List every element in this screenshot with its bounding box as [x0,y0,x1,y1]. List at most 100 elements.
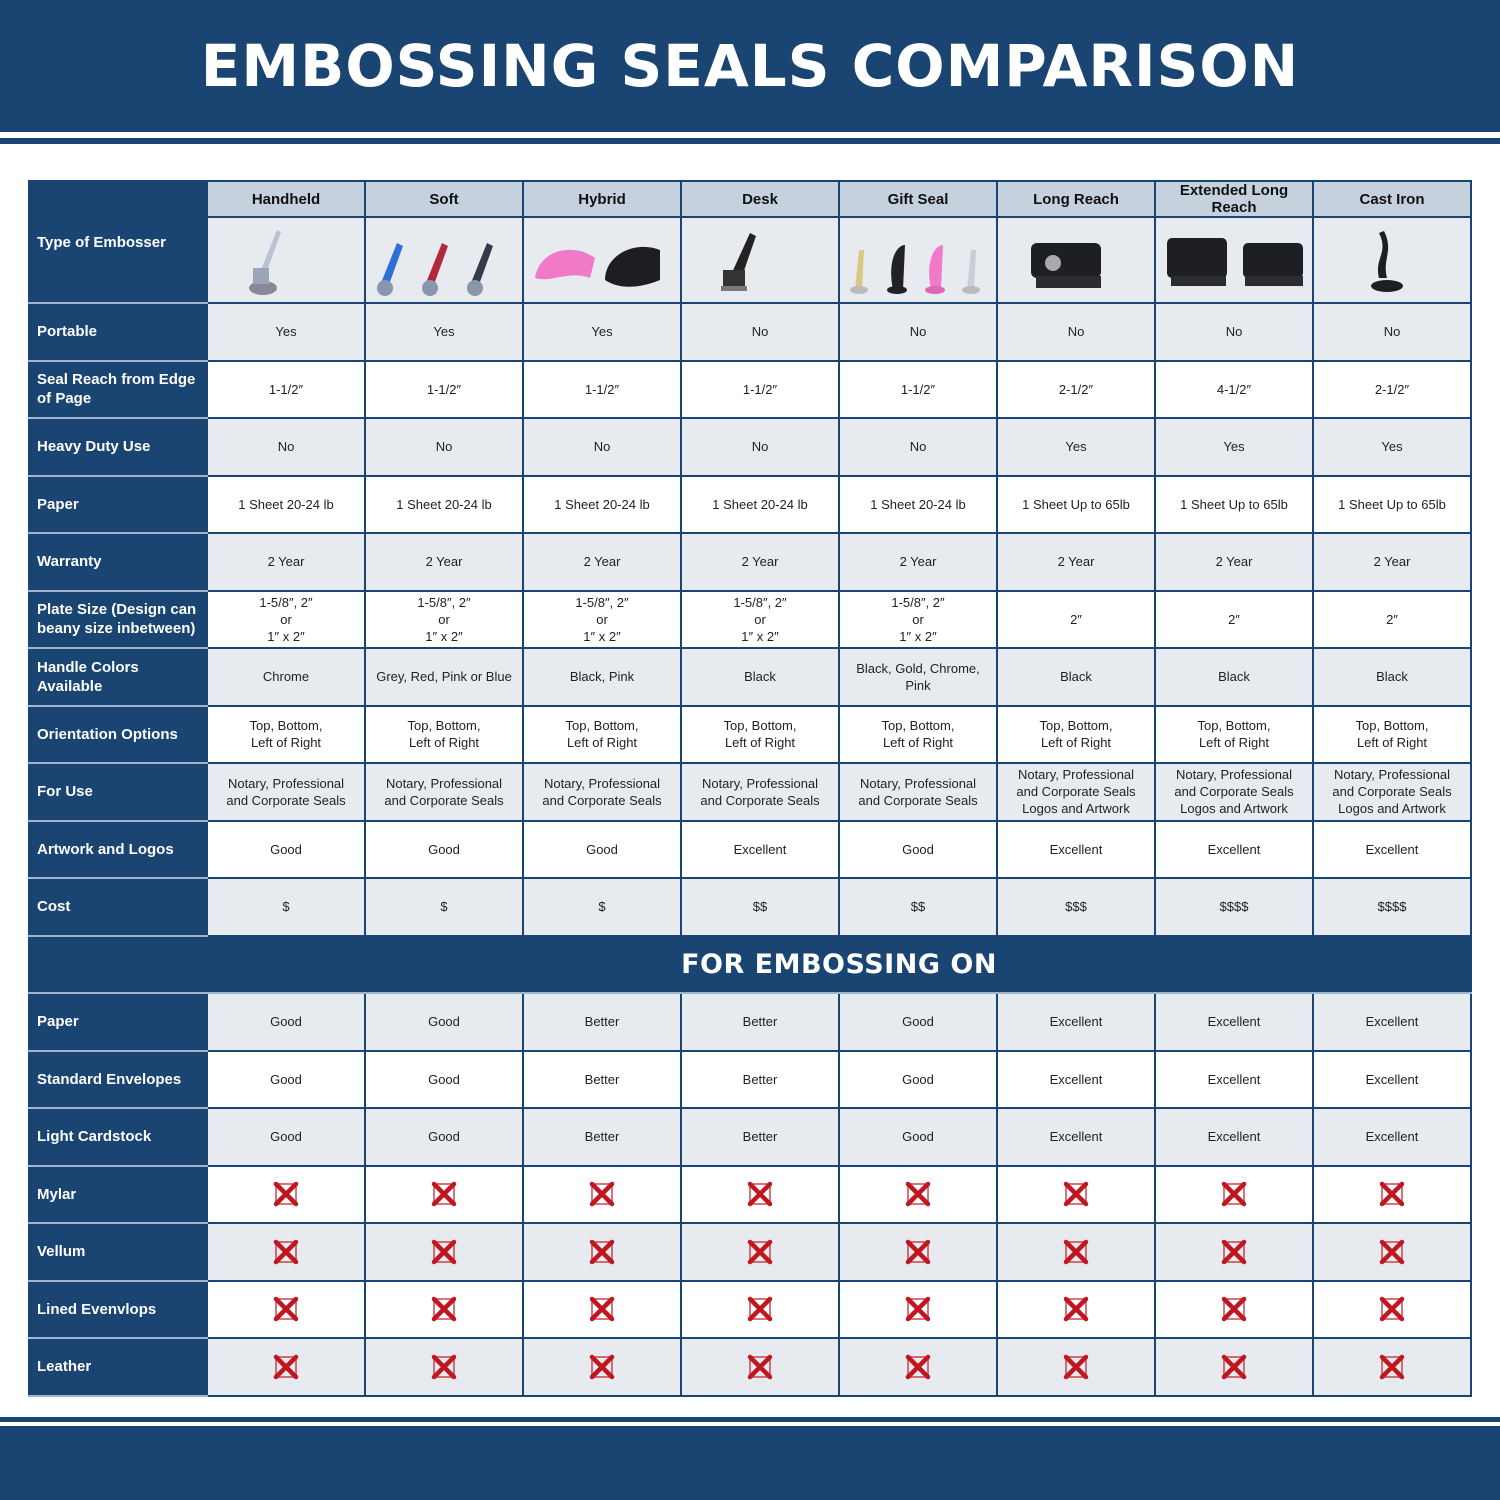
cell-value: Excellent [1049,1014,1103,1030]
row-label: Leather [28,1337,208,1397]
table-cell: Excellent [1154,992,1314,1052]
cell-value: 1-1/2″ [900,381,936,397]
section-title: FOR EMBOSSING ON [206,934,1472,994]
table-cell: Yes [1312,417,1472,477]
table-cell: No [206,417,366,477]
cell-not-supported [1154,1164,1314,1224]
table-cell: 2-1/2″ [1312,359,1472,419]
cell-value: Notary, Professional and Corporate Seals [542,775,662,808]
cell-value: No [751,324,769,340]
cell-value: Notary, Professional and Corporate Seals [858,775,978,808]
table-cell: $$$$ [1154,877,1314,937]
divider [0,138,1500,144]
cell-value: Yes [1065,439,1087,455]
table-cell: Yes [1154,417,1314,477]
cell-not-supported [1312,1164,1472,1224]
x-mark-icon [747,1354,773,1379]
cell-not-supported [364,1164,524,1224]
cell-value: 1-1/2″ [268,381,304,397]
row-label: Standard Envelopes [28,1049,208,1109]
cell-value: Chrome [262,669,310,685]
cell-not-supported [1154,1337,1314,1397]
cell-value: Black [1218,669,1250,685]
cell-value: Better [742,1129,778,1145]
x-mark-icon [905,1297,931,1322]
table-cell: 1-1/2″ [838,359,998,419]
table-cell: 1-1/2″ [206,359,366,419]
table-cell: $$ [838,877,998,937]
table-row: Seal Reach from Edge of Page 1-1/2″ 1-1/2″… [28,359,1472,419]
cell-value: 2″ [1386,611,1398,627]
gold-black-pink-chrome-gift-seals-icon [850,245,980,294]
x-mark-icon [747,1239,773,1264]
cell-not-supported [1312,1222,1472,1282]
table-cell: Notary, Professional and Corporate Seals [206,762,366,822]
cell-value: Top, Bottom, Left of Right [1197,718,1271,751]
table-cell: Good [206,1107,366,1167]
table-cell: Notary, Professional and Corporate Seals [364,762,524,822]
table-cell: 2 Year [1312,532,1472,592]
column-header: Extended Long Reach [1154,180,1314,218]
embosser-image [1154,216,1314,304]
cell-value: Good [902,1129,934,1145]
cell-not-supported [1312,1337,1472,1397]
table-cell: No [522,417,682,477]
cell-value: Good [902,1014,934,1030]
x-mark-icon [431,1239,457,1264]
table-cell: 1-5/8″, 2″ or 1″ x 2″ [680,589,840,649]
x-mark-icon [1063,1239,1089,1264]
table-cell: Good [206,819,366,879]
table-cell: Excellent [1312,1049,1472,1109]
table-cell: 1 Sheet 20-24 lb [522,474,682,534]
cell-value: Excellent [1365,1014,1419,1030]
x-mark-icon [1379,1297,1405,1322]
cell-value: Excellent [1207,1129,1261,1145]
cell-value: $$$ [1065,899,1087,915]
table-cell: No [1154,302,1314,362]
cell-value: $ [440,899,448,915]
cell-value: Good [270,1071,302,1087]
table-cell: No [838,417,998,477]
table-cell: Chrome [206,647,366,707]
row-label: Paper [28,474,208,534]
cell-value: 1-5/8″, 2″ or 1″ x 2″ [891,594,945,644]
table-cell: Yes [206,302,366,362]
cell-value: Black, Gold, Chrome, Pink [856,660,980,693]
cell-value: $$$$ [1219,899,1249,915]
cell-value: Better [742,1014,778,1030]
cell-value: Black [1376,669,1408,685]
black-extended-long-reach-embossers-icon [1167,238,1303,286]
cell-value: Yes [591,324,613,340]
table-cell: 1-1/2″ [364,359,524,419]
cell-not-supported [996,1164,1156,1224]
row-label: Warranty [28,532,208,592]
cell-value: Better [584,1014,620,1030]
x-mark-icon [1379,1239,1405,1264]
table-cell: $ [522,877,682,937]
x-mark-icon [273,1354,299,1379]
cell-value: 1-5/8″, 2″ or 1″ x 2″ [575,594,629,644]
row-label: Seal Reach from Edge of Page [28,359,208,419]
table-cell: Excellent [996,1049,1156,1109]
table-cell: Notary, Professional and Corporate Seals… [1312,762,1472,822]
table-cell: 1 Sheet Up to 65lb [996,474,1156,534]
cell-value: Excellent [733,841,787,857]
cell-value: $$$$ [1377,899,1407,915]
title-banner: EMBOSSING SEALS COMPARISON [0,0,1500,132]
cell-value: 1 Sheet Up to 65lb [1338,496,1446,512]
cell-not-supported [838,1164,998,1224]
table-cell: No [838,302,998,362]
cell-not-supported [364,1337,524,1397]
table-cell: Excellent [996,1107,1156,1167]
chrome-handheld-embosser-icon [249,230,281,295]
embosser-image [680,216,840,304]
x-mark-icon [1221,1354,1247,1379]
table-cell: Excellent [1154,1107,1314,1167]
table-cell: Good [364,1107,524,1167]
cell-value: Good [586,841,618,857]
cell-value: 2 Year [267,554,305,570]
cell-value: 1-5/8″, 2″ or 1″ x 2″ [259,594,313,644]
cell-value: Top, Bottom, Left of Right [1039,718,1113,751]
table-row: Standard Envelopes Good Good Better Better Go… [28,1049,1472,1109]
table-cell: Good [364,1049,524,1109]
